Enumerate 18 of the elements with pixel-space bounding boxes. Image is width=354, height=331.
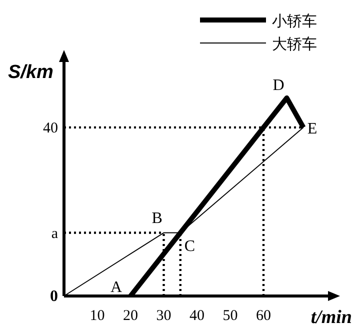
y-tick-label: 0 bbox=[50, 288, 58, 305]
x-tick-label: 10 bbox=[90, 308, 105, 324]
annotation: E bbox=[307, 120, 318, 138]
legend-label: 大轿车 bbox=[272, 36, 317, 53]
y-axis-title: S/km bbox=[8, 62, 54, 83]
x-tick-label: 20 bbox=[123, 308, 138, 324]
x-axis-title: t/min bbox=[310, 307, 352, 328]
annotation: A bbox=[110, 279, 122, 296]
annotation: D bbox=[272, 76, 284, 94]
x-tick-label: 50 bbox=[222, 308, 238, 324]
legend-label: 小轿车 bbox=[272, 13, 317, 30]
annotation: B bbox=[152, 210, 162, 227]
x-tick-label: 40 bbox=[190, 308, 204, 324]
y-tick-label: a bbox=[51, 226, 58, 242]
x-tick-label: 30 bbox=[156, 308, 172, 324]
y-tick-label: 40 bbox=[43, 120, 58, 136]
annotation: C bbox=[184, 238, 196, 255]
x-tick-label: 60 bbox=[256, 308, 271, 324]
